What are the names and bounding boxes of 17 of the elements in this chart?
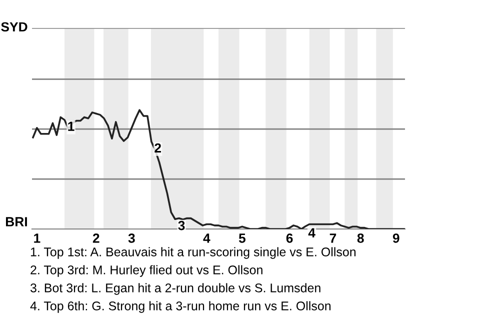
x-tick-label: 1 bbox=[34, 234, 40, 243]
text: 2. Top 3rd: M. Hurley flied out vs E. Ollson bbox=[30, 265, 262, 277]
x-tick-label: 8 bbox=[357, 234, 364, 243]
x-tick-label: 7 bbox=[330, 234, 336, 243]
annotation: 1 bbox=[68, 122, 74, 131]
x-tick-label: 4 bbox=[203, 234, 210, 243]
annotation: 3 bbox=[178, 220, 185, 230]
x-tick-label: 3 bbox=[128, 234, 135, 243]
x-tick-label: 9 bbox=[392, 234, 400, 243]
x-tick-label: 5 bbox=[238, 234, 246, 243]
text: BRI bbox=[6, 217, 27, 226]
x-tick-label: 6 bbox=[286, 234, 293, 243]
text: SYD bbox=[1, 22, 28, 32]
text: 4. Top 6th: G. Strong hit a 3-run home run vs E. Ollson bbox=[30, 301, 331, 313]
text: 1. Top 1st: A. Beauvais hit a run-scoring single vs E. Ollson bbox=[30, 247, 356, 259]
text: 3. Bot 3rd: L. Egan hit a 2-run double vs S. Lumsden bbox=[30, 283, 320, 295]
x-tick-label: 2 bbox=[92, 234, 100, 243]
